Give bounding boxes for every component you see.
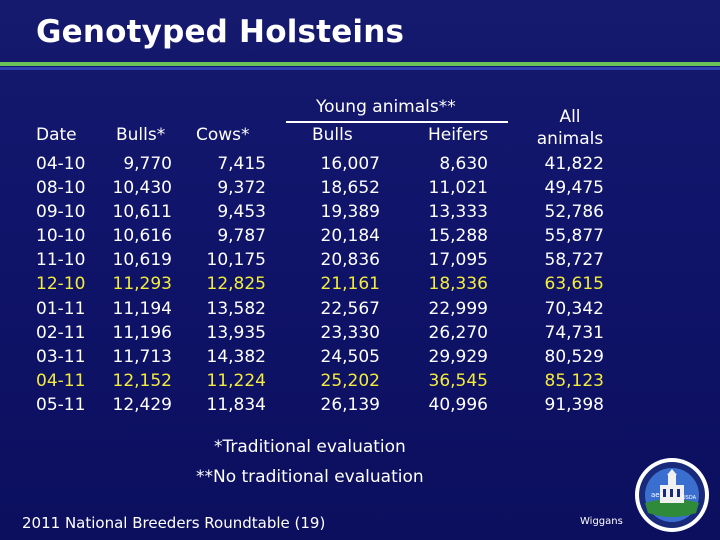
cell-date: 01-11	[36, 298, 86, 319]
cell-young-heifers: 15,288	[428, 226, 488, 247]
cell-all-animals: 85,123	[544, 370, 604, 391]
seal-text-right: USDA	[682, 495, 697, 501]
cell-date: 04-10	[36, 154, 86, 174]
cell-young-heifers: 11,021	[428, 178, 488, 199]
cell-all-animals: 55,877	[544, 226, 604, 247]
cell-young-bulls: 21,161	[320, 274, 380, 295]
author-name: Wiggans	[580, 516, 623, 527]
column-date: 04-10 08-10 09-10 10-10 11-10 12-10 01-11 02-11…	[36, 152, 85, 417]
cell-bulls: 10,619	[112, 250, 172, 271]
note-no-traditional: **No traditional evaluation	[196, 467, 424, 487]
cell-date: 12-10	[36, 274, 86, 295]
cell-young-heifers: 18,336	[428, 274, 488, 295]
header-young-bulls: Bulls	[312, 125, 353, 145]
cell-bulls: 10,430	[112, 178, 172, 199]
cell-cows: 14,382	[206, 346, 266, 367]
cell-bulls: 12,429	[112, 394, 172, 415]
cell-cows: 9,453	[217, 202, 266, 223]
footer-text: 2011 National Breeders Roundtable (19)	[22, 514, 326, 532]
cell-all-animals: 41,822	[544, 154, 604, 174]
cell-young-heifers: 29,929	[428, 346, 488, 367]
cell-date: 05-11	[36, 394, 86, 415]
column-young-heifers: 8,630 11,021 13,333 15,288 17,095 18,336 22,99…	[410, 152, 488, 417]
cell-young-heifers: 22,999	[428, 298, 488, 319]
cell-date: 09-10	[36, 202, 86, 223]
cell-cows: 11,834	[206, 394, 266, 415]
cell-young-bulls: 22,567	[320, 298, 380, 319]
cell-bulls: 9,770	[123, 154, 172, 174]
cell-young-heifers: 36,545	[428, 370, 488, 391]
all-animals-header: All animals	[530, 106, 610, 150]
cell-young-heifers: 26,270	[428, 322, 488, 343]
cell-all-animals: 49,475	[544, 178, 604, 199]
cell-cows: 12,825	[206, 274, 266, 295]
header-date: Date	[36, 125, 77, 145]
cell-young-bulls: 18,652	[320, 178, 380, 199]
cell-all-animals: 52,786	[544, 202, 604, 223]
header-young-heifers: Heifers	[428, 125, 489, 145]
cell-bulls: 11,194	[112, 298, 172, 319]
cell-all-animals: 91,398	[544, 394, 604, 415]
note-traditional: *Traditional evaluation	[214, 437, 406, 457]
header-bulls-traditional: Bulls*	[116, 125, 166, 145]
cell-cows: 10,175	[206, 250, 266, 271]
cell-young-bulls: 20,836	[320, 250, 380, 271]
title-underline-blue	[0, 67, 720, 70]
all-header-line2: animals	[536, 129, 604, 149]
cell-young-heifers: 13,333	[428, 202, 488, 223]
young-animals-underline	[286, 121, 508, 123]
column-cows: 7,415 9,372 9,453 9,787 10,175 12,825 13,582 13…	[190, 152, 266, 417]
cell-cows: 9,787	[217, 226, 266, 247]
cell-young-bulls: 23,330	[320, 322, 380, 343]
cell-young-bulls: 16,007	[320, 154, 380, 174]
cell-bulls: 11,713	[112, 346, 172, 367]
cell-all-animals: 74,731	[544, 322, 604, 343]
cell-all-animals: 58,727	[544, 250, 604, 271]
cell-date: 11-10	[36, 250, 86, 271]
header-cows-traditional: Cows*	[196, 125, 250, 145]
cell-young-bulls: 26,139	[320, 394, 380, 415]
cell-young-heifers: 17,095	[428, 250, 488, 271]
column-all-animals: 41,822 49,475 52,786 55,877 58,727 63,615 70,3…	[528, 152, 604, 417]
cell-cows: 13,582	[206, 298, 266, 319]
cell-cows: 11,224	[206, 370, 266, 391]
cell-cows: 13,935	[206, 322, 266, 343]
cell-date: 04-11	[36, 370, 86, 391]
cell-young-bulls: 19,389	[320, 202, 380, 223]
all-header-line1: All	[559, 107, 581, 127]
cell-date: 03-11	[36, 346, 86, 367]
cell-date: 02-11	[36, 322, 86, 343]
cell-young-heifers: 8,630	[439, 154, 488, 174]
cell-young-bulls: 24,505	[320, 346, 380, 367]
cell-bulls: 11,293	[112, 274, 172, 295]
cell-bulls: 12,152	[112, 370, 172, 391]
cell-bulls: 11,196	[112, 322, 172, 343]
usda-seal-logo: aes USDA	[635, 458, 709, 532]
cell-all-animals: 63,615	[544, 274, 604, 295]
cell-all-animals: 80,529	[544, 346, 604, 367]
page-title: Genotyped Holsteins	[36, 14, 405, 50]
cell-cows: 9,372	[217, 178, 266, 199]
cell-date: 10-10	[36, 226, 86, 247]
cell-all-animals: 70,342	[544, 298, 604, 319]
seal-text-left: aes	[651, 491, 664, 499]
cell-bulls: 10,611	[112, 202, 172, 223]
cell-young-heifers: 40,996	[428, 394, 488, 415]
cell-bulls: 10,616	[112, 226, 172, 247]
cell-young-bulls: 25,202	[320, 370, 380, 391]
column-bulls: 9,770 10,430 10,611 10,616 10,619 11,293 11,19…	[100, 152, 172, 417]
cell-date: 08-10	[36, 178, 86, 199]
young-animals-header: Young animals**	[316, 97, 456, 117]
column-young-bulls: 16,007 18,652 19,389 20,184 20,836 21,161 22,5…	[300, 152, 380, 417]
title-underline-green	[0, 62, 720, 66]
cell-cows: 7,415	[217, 154, 266, 174]
cell-young-bulls: 20,184	[320, 226, 380, 247]
